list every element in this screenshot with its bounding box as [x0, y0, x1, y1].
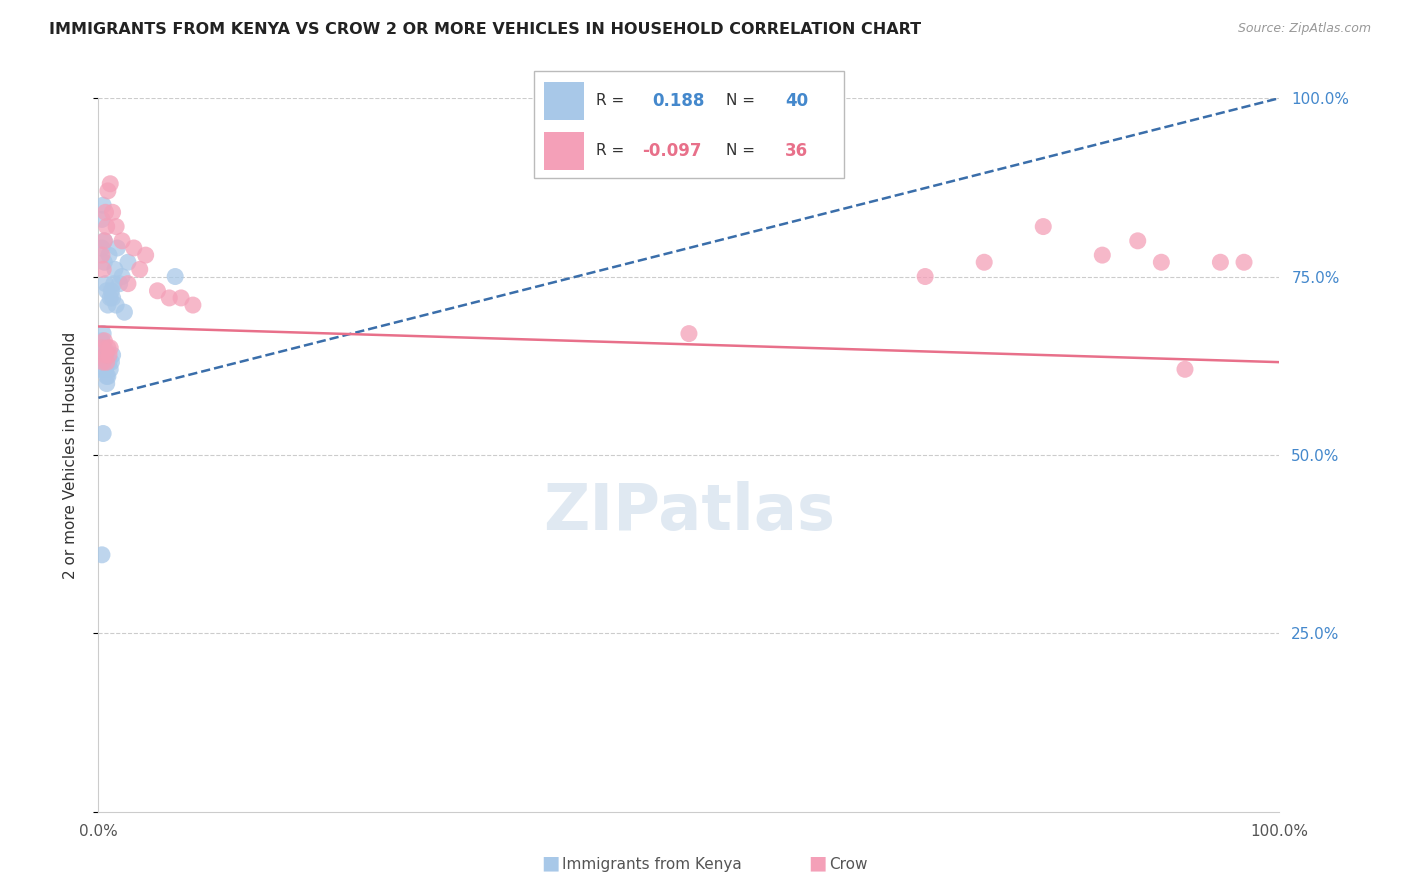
Point [97, 184, 120, 198]
Point [117, 255, 139, 269]
Point [1150, 255, 1173, 269]
Point [1209, 255, 1232, 269]
Point [94, 362, 117, 376]
Point [98, 177, 121, 191]
Point [105, 298, 128, 312]
Point [100, 284, 122, 298]
Point [91, 355, 114, 369]
Y-axis label: 2 or more Vehicles in Household: 2 or more Vehicles in Household [63, 331, 77, 579]
Point [93, 334, 115, 348]
Point [90, 348, 112, 362]
Point [98, 362, 121, 376]
Text: ZIPatlas: ZIPatlas [543, 481, 835, 543]
Point [105, 241, 128, 255]
Point [91, 355, 114, 369]
Text: N =: N = [725, 94, 755, 108]
Point [91, 198, 114, 212]
Text: 40: 40 [785, 92, 808, 110]
Point [135, 248, 157, 262]
Point [96, 219, 118, 234]
Point [914, 269, 936, 284]
Point [122, 241, 145, 255]
Point [1233, 255, 1256, 269]
Text: Crow: Crow [830, 857, 868, 872]
Point [91, 341, 114, 355]
Point [146, 284, 169, 298]
Point [94, 348, 117, 362]
Point [98, 341, 121, 355]
Text: R =: R = [596, 94, 624, 108]
Text: IMMIGRANTS FROM KENYA VS CROW 2 OR MORE VEHICLES IN HOUSEHOLD CORRELATION CHART: IMMIGRANTS FROM KENYA VS CROW 2 OR MORE … [49, 22, 921, 37]
Point [101, 291, 124, 305]
Point [96, 376, 118, 391]
Point [97, 298, 120, 312]
Point [91, 426, 114, 441]
Point [128, 262, 150, 277]
Point [117, 277, 139, 291]
Point [96, 284, 118, 298]
Point [96, 369, 118, 384]
Point [96, 355, 118, 369]
Text: ■: ■ [541, 854, 560, 872]
FancyBboxPatch shape [544, 132, 583, 169]
Point [91, 248, 114, 262]
Point [98, 291, 121, 305]
Point [100, 355, 122, 369]
Point [93, 341, 115, 355]
Point [91, 548, 114, 562]
Point [91, 334, 114, 348]
Text: 36: 36 [785, 142, 808, 160]
Point [111, 234, 134, 248]
Text: 0.188: 0.188 [652, 92, 704, 110]
Point [181, 298, 204, 312]
Point [165, 269, 187, 284]
Point [108, 277, 131, 291]
Point [111, 269, 134, 284]
Point [94, 355, 117, 369]
Point [93, 255, 115, 269]
Point [973, 255, 995, 269]
Text: Immigrants from Kenya: Immigrants from Kenya [562, 857, 742, 872]
FancyBboxPatch shape [544, 82, 583, 120]
Point [93, 348, 115, 362]
Point [91, 341, 114, 355]
Point [91, 262, 114, 277]
Point [157, 291, 180, 305]
Point [101, 205, 124, 219]
Point [97, 369, 120, 384]
Point [98, 248, 121, 262]
Point [170, 291, 193, 305]
Point [105, 219, 128, 234]
Text: ■: ■ [808, 854, 827, 872]
Text: N =: N = [725, 143, 755, 158]
Point [91, 241, 114, 255]
Point [91, 212, 114, 227]
Point [1174, 362, 1197, 376]
Point [101, 348, 124, 362]
Text: Source: ZipAtlas.com: Source: ZipAtlas.com [1237, 22, 1371, 36]
Point [97, 341, 120, 355]
Point [91, 326, 114, 341]
Text: -0.097: -0.097 [643, 142, 702, 160]
Point [93, 234, 115, 248]
Point [90, 362, 112, 376]
Point [104, 262, 127, 277]
Point [98, 355, 121, 369]
Point [94, 277, 117, 291]
Point [103, 277, 125, 291]
Point [98, 348, 121, 362]
FancyBboxPatch shape [534, 71, 844, 178]
Text: R =: R = [596, 143, 624, 158]
Point [94, 205, 117, 219]
Point [112, 305, 135, 319]
Point [678, 326, 700, 341]
Point [1091, 248, 1114, 262]
Point [1126, 234, 1149, 248]
Point [93, 234, 115, 248]
Point [1032, 219, 1054, 234]
